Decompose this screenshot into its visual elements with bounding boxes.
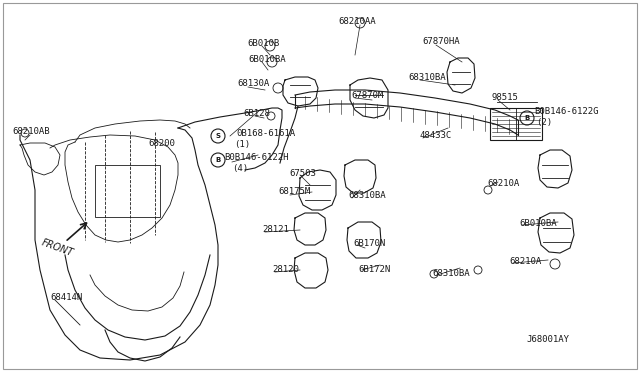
- Text: (4): (4): [232, 164, 248, 173]
- Text: 48433C: 48433C: [419, 131, 451, 141]
- Text: FRONT: FRONT: [40, 238, 75, 259]
- Text: 68310BA: 68310BA: [348, 192, 386, 201]
- Text: B0B146-6122G: B0B146-6122G: [534, 108, 598, 116]
- Text: 28120: 28120: [272, 266, 299, 275]
- Text: 68130A: 68130A: [237, 80, 269, 89]
- Text: 6B128: 6B128: [243, 109, 270, 119]
- Text: 6B172N: 6B172N: [358, 264, 390, 273]
- Text: S: S: [216, 133, 221, 139]
- Bar: [95, 165, 160, 217]
- Text: (2): (2): [536, 118, 552, 126]
- Text: 68200: 68200: [148, 138, 175, 148]
- Text: 6B010BA: 6B010BA: [519, 218, 557, 228]
- Text: 67870M: 67870M: [351, 92, 383, 100]
- Text: 68310BA: 68310BA: [432, 269, 470, 278]
- Text: 6B010BA: 6B010BA: [248, 55, 285, 64]
- Text: 68210AB: 68210AB: [12, 126, 50, 135]
- Text: 6B170N: 6B170N: [353, 238, 385, 247]
- Text: 67503: 67503: [289, 170, 316, 179]
- Text: 68175M: 68175M: [278, 187, 310, 196]
- Text: 0B168-6161A: 0B168-6161A: [236, 129, 295, 138]
- Text: B: B: [216, 157, 221, 163]
- Text: 68210AA: 68210AA: [338, 17, 376, 26]
- Text: 68210A: 68210A: [509, 257, 541, 266]
- Text: 68210A: 68210A: [487, 179, 519, 187]
- Bar: [490, 108, 542, 140]
- Text: 68310BA: 68310BA: [408, 74, 445, 83]
- Text: (1): (1): [234, 140, 250, 148]
- Text: 6B010B: 6B010B: [247, 39, 279, 48]
- Text: B0B146-6122H: B0B146-6122H: [224, 154, 289, 163]
- Text: 98515: 98515: [492, 93, 519, 102]
- Text: B: B: [524, 115, 530, 121]
- Text: 68414N: 68414N: [50, 292, 83, 301]
- Text: 67870HA: 67870HA: [422, 38, 460, 46]
- Text: J68001AY: J68001AY: [526, 334, 569, 343]
- Text: 28121: 28121: [262, 224, 289, 234]
